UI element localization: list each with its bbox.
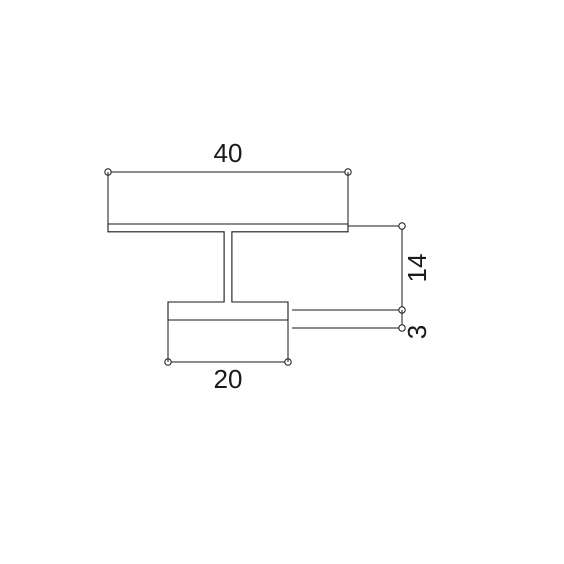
dim-label-14: 14 — [402, 254, 432, 283]
dim-label-20: 20 — [214, 364, 243, 394]
profile-outline — [108, 224, 348, 320]
dim-marker — [399, 223, 405, 229]
dim-label-3: 3 — [402, 325, 432, 339]
dim-label-40: 40 — [214, 138, 243, 168]
technical-drawing: 40 20 14 3 — [0, 0, 564, 564]
